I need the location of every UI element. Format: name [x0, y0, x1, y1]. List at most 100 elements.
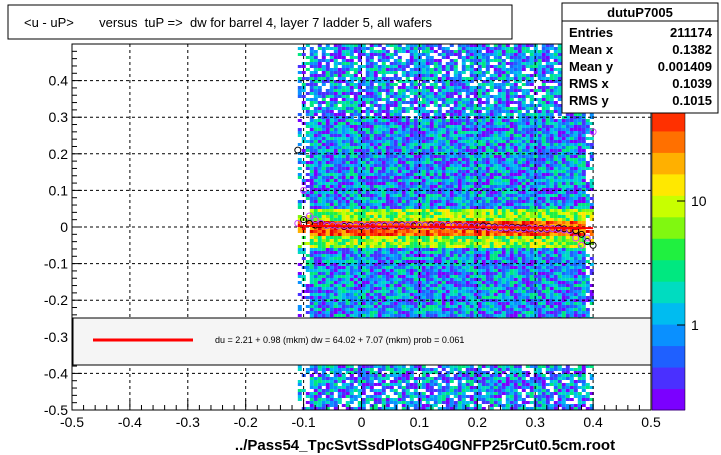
heatmap-cell [441, 287, 446, 290]
heatmap-cell [457, 80, 462, 83]
heatmap-cell [465, 170, 470, 173]
heatmap-cell [405, 77, 410, 80]
heatmap-cell [313, 392, 318, 395]
heatmap-cell [377, 257, 382, 260]
heatmap-cell [393, 83, 398, 86]
heatmap-cell [405, 167, 410, 170]
heatmap-cell [433, 170, 438, 173]
heatmap-cell [385, 119, 390, 122]
heatmap-cell [373, 167, 378, 170]
heatmap-cell [437, 251, 442, 254]
heatmap-cell [313, 143, 318, 146]
heatmap-cell [313, 194, 318, 197]
heatmap-cell [377, 242, 382, 245]
heatmap-cell [401, 194, 406, 197]
heatmap-cell [329, 134, 334, 137]
heatmap-cell [473, 407, 478, 410]
heatmap-cell [441, 122, 446, 125]
heatmap-cell [309, 311, 314, 314]
heatmap-cell [321, 275, 326, 278]
heatmap-cell [465, 302, 470, 305]
heatmap-cell [433, 110, 438, 113]
heatmap-cell [409, 146, 414, 149]
heatmap-cell [337, 314, 342, 317]
heatmap-cell [401, 176, 406, 179]
heatmap-cell [365, 236, 370, 239]
heatmap-cell [325, 152, 330, 155]
heatmap-cell [309, 386, 314, 389]
heatmap-cell [441, 182, 446, 185]
heatmap-cell [365, 242, 370, 245]
heatmap-cell [409, 236, 414, 239]
heatmap-cell [393, 134, 398, 137]
heatmap-cell [401, 191, 406, 194]
heatmap-cell [453, 206, 458, 209]
heatmap-cell [341, 134, 346, 137]
heatmap-cell [393, 158, 398, 161]
heatmap-cell [469, 206, 474, 209]
heatmap-cell [469, 68, 474, 71]
heatmap-cell [321, 401, 326, 404]
heatmap-cell [313, 134, 318, 137]
heatmap-cell [441, 89, 446, 92]
heatmap-cell [413, 158, 418, 161]
heatmap-cell [461, 209, 466, 212]
heatmap-cell [309, 143, 314, 146]
heatmap-cell [389, 137, 394, 140]
heatmap-cell [453, 392, 458, 395]
heatmap-cell [377, 302, 382, 305]
heatmap-cell [457, 254, 462, 257]
heatmap-cell [329, 119, 334, 122]
heatmap-cell [469, 140, 474, 143]
heatmap-cell [329, 197, 334, 200]
heatmap-cell [329, 173, 334, 176]
heatmap-cell [429, 200, 434, 203]
heatmap-cell [441, 200, 446, 203]
heatmap-cell [473, 200, 478, 203]
heatmap-cell [333, 236, 338, 239]
heatmap-cell [385, 245, 390, 248]
heatmap-cell [341, 380, 346, 383]
heatmap-cell [321, 272, 326, 275]
heatmap-cell [325, 395, 330, 398]
heatmap-cell [469, 290, 474, 293]
heatmap-cell [457, 299, 462, 302]
heatmap-cell [305, 215, 310, 218]
heatmap-cell [385, 140, 390, 143]
heatmap-cell [385, 281, 390, 284]
heatmap-cell [429, 83, 434, 86]
heatmap-cell [429, 293, 434, 296]
heatmap-cell [369, 74, 374, 77]
heatmap-cell [461, 266, 466, 269]
heatmap-cell [353, 302, 358, 305]
heatmap-cell [429, 290, 434, 293]
heatmap-cell [429, 62, 434, 65]
heatmap-cell [457, 251, 462, 254]
heatmap-cell [345, 80, 350, 83]
heatmap-cell [357, 167, 362, 170]
heatmap-cell [309, 209, 314, 212]
heatmap-cell [345, 218, 350, 221]
heatmap-cell [353, 386, 358, 389]
heatmap-cell [309, 56, 314, 59]
heatmap-cell [313, 266, 318, 269]
heatmap-cell [413, 179, 418, 182]
heatmap-cell [441, 68, 446, 71]
heatmap-cell [297, 65, 302, 68]
heatmap-cell [349, 185, 354, 188]
heatmap-cell [449, 308, 454, 311]
heatmap-cell [477, 74, 482, 77]
heatmap-cell [369, 44, 374, 47]
heatmap-cell [325, 218, 330, 221]
heatmap-cell [357, 293, 362, 296]
heatmap-cell [345, 92, 350, 95]
heatmap-cell [345, 128, 350, 131]
heatmap-cell [325, 401, 330, 404]
heatmap-cell [445, 287, 450, 290]
heatmap-cell [461, 242, 466, 245]
heatmap-cell [337, 62, 342, 65]
heatmap-cell [361, 161, 366, 164]
heatmap-cell [357, 98, 362, 101]
heatmap-cell [405, 191, 410, 194]
heatmap-cell [437, 275, 442, 278]
